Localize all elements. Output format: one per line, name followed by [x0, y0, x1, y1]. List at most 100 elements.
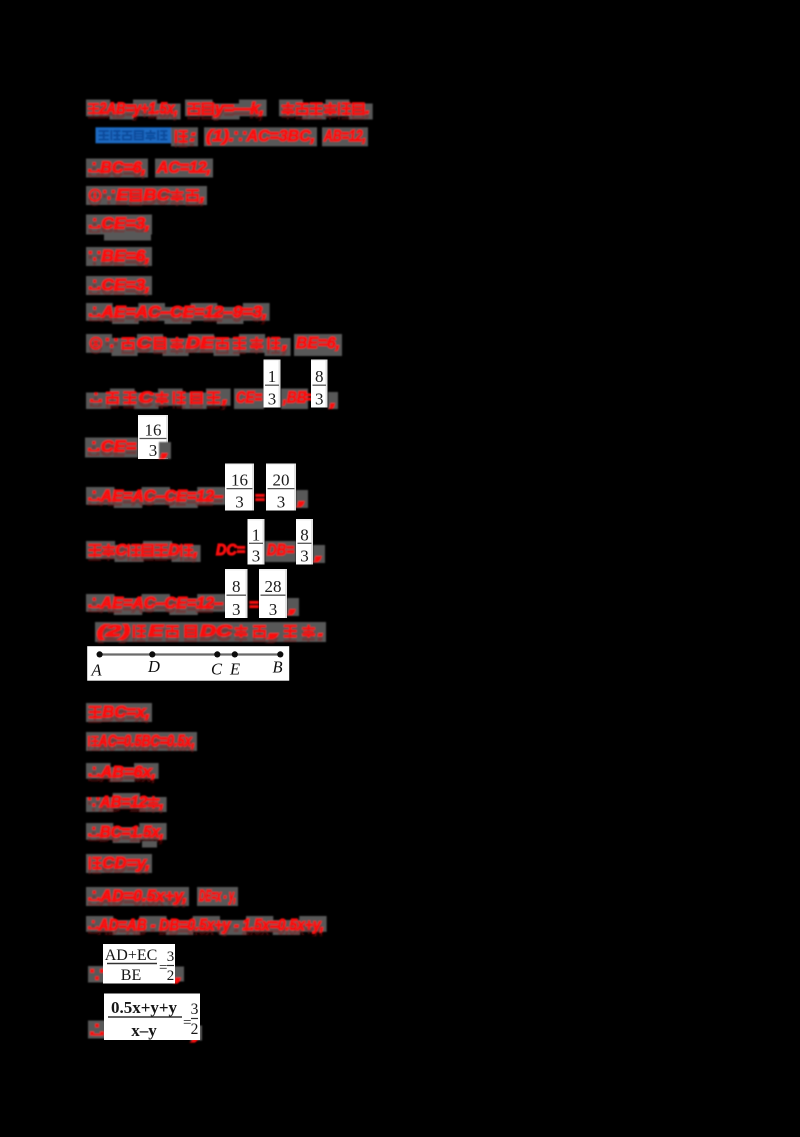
svg-text:BE=6,: BE=6, [101, 253, 150, 270]
svg-text:3: 3 [277, 493, 286, 512]
svg-text:CE=3,: CE=3, [101, 282, 150, 299]
svg-text:AE=AC–CE=12–9=3,: AE=AC–CE=12–9=3, [100, 304, 267, 321]
svg-text:=: = [249, 597, 258, 614]
svg-text:,: , [199, 192, 205, 209]
svg-text:CE=: CE= [101, 443, 136, 460]
svg-text:(2): (2) [97, 623, 130, 640]
svg-text:8: 8 [315, 367, 324, 386]
svg-text:DE: DE [186, 335, 216, 352]
svg-text:3: 3 [315, 390, 324, 409]
svg-text:.: . [365, 100, 370, 117]
svg-text:CD=y,: CD=y, [102, 855, 150, 872]
svg-text:BC: BC [143, 187, 170, 204]
svg-text:C: C [138, 394, 153, 411]
svg-text:,: , [159, 794, 164, 811]
svg-text:D: D [147, 657, 160, 676]
svg-text:x–y: x–y [131, 1021, 157, 1040]
svg-text:AE=AC–CE=12–: AE=AC–CE=12– [99, 488, 223, 505]
svg-text:DE: DE [185, 340, 215, 357]
svg-text:=: = [159, 960, 167, 976]
svg-text:8: 8 [300, 525, 309, 544]
svg-text::: : [189, 133, 196, 150]
svg-text:,: , [159, 443, 169, 460]
svg-text:AC=0.5BC=0.5x,: AC=0.5BC=0.5x, [98, 733, 195, 750]
svg-text:y=—k,: y=—k, [214, 100, 264, 117]
svg-text:AC=12,: AC=12, [156, 159, 211, 176]
svg-text:BC=1.5x,: BC=1.5x, [100, 829, 164, 846]
svg-text:BE=6,: BE=6, [296, 335, 340, 352]
svg-text:AB=6x,: AB=6x, [100, 764, 156, 781]
svg-text:BC=6,: BC=6, [100, 159, 146, 176]
svg-text:CE=: CE= [101, 438, 136, 455]
svg-text:DC=: DC= [216, 542, 245, 559]
svg-text:B: B [273, 658, 283, 677]
svg-text:,: , [199, 187, 205, 204]
svg-text:AD=0.5x+y,: AD=0.5x+y, [99, 893, 187, 910]
svg-text:E: E [149, 623, 166, 640]
svg-text:E: E [116, 187, 130, 204]
svg-text:BC: BC [143, 192, 170, 209]
svg-text:,: , [281, 335, 288, 352]
svg-text:E: E [229, 660, 240, 679]
svg-text:AB=12: AB=12 [99, 799, 147, 816]
svg-text:C: C [137, 340, 152, 357]
svg-text:3: 3 [235, 493, 244, 512]
svg-text:=: = [255, 490, 264, 507]
svg-text:=: = [303, 389, 312, 406]
svg-text:8: 8 [232, 577, 241, 596]
svg-text:E: E [148, 628, 165, 645]
svg-text:20: 20 [273, 471, 290, 490]
svg-text:,: , [221, 389, 228, 406]
svg-text:3: 3 [269, 600, 278, 619]
svg-text:DC: DC [200, 623, 232, 640]
svg-text:BE: BE [121, 967, 141, 984]
svg-text:3: 3 [252, 547, 261, 566]
svg-text:CE=3,: CE=3, [101, 215, 150, 232]
svg-text:AE=AC–CE=12–: AE=AC–CE=12– [99, 595, 223, 612]
svg-text:0.5x+y+y: 0.5x+y+y [111, 998, 178, 1017]
svg-text:AB=12: AB=12 [99, 794, 147, 811]
svg-text:CE=: CE= [236, 389, 262, 406]
svg-text:A: A [91, 661, 103, 680]
svg-text:C: C [115, 542, 127, 559]
svg-text:,: , [221, 394, 228, 411]
svg-text:AE=AC–CE=12–: AE=AC–CE=12– [99, 600, 223, 617]
svg-text:16: 16 [145, 421, 162, 440]
svg-text:2: 2 [191, 1021, 199, 1038]
svg-text:AC=3BC,: AC=3BC, [246, 128, 315, 145]
svg-text:,: , [192, 542, 198, 559]
svg-text:y=—k,: y=—k, [214, 105, 264, 122]
svg-text:C: C [138, 389, 153, 406]
svg-text:,BE: ,BE [282, 389, 307, 406]
svg-text:AB=12,: AB=12, [323, 128, 366, 145]
svg-text:,: , [296, 491, 306, 508]
svg-text:AD=AB - DB=0.5x+y - 1.5x=0.5x+: AD=AB - DB=0.5x+y - 1.5x=0.5x+y, [98, 917, 324, 934]
svg-text:,: , [313, 546, 323, 563]
svg-text:1: 1 [268, 367, 277, 386]
svg-text:,: , [266, 623, 281, 640]
svg-text:,: , [192, 547, 198, 564]
svg-text:(1).: (1). [206, 128, 234, 145]
svg-text:DE=x - y,: DE=x - y, [199, 888, 236, 905]
svg-text:BE=6,: BE=6, [101, 248, 150, 265]
svg-text::: : [190, 128, 197, 145]
svg-text:.: . [365, 105, 370, 122]
svg-text:3: 3 [232, 600, 241, 619]
svg-text:28: 28 [265, 577, 282, 596]
svg-text:,: , [281, 340, 288, 357]
svg-text:E: E [116, 192, 130, 209]
svg-text:,: , [159, 799, 164, 816]
svg-text:BC=6,: BC=6, [100, 164, 146, 181]
svg-text:C: C [211, 660, 223, 679]
svg-text:BC=x,: BC=x, [102, 709, 150, 726]
svg-text:CE=3,: CE=3, [101, 277, 150, 294]
svg-text:AB=6x,: AB=6x, [99, 769, 155, 786]
svg-text:.: . [318, 628, 324, 645]
svg-text:(2): (2) [97, 628, 130, 645]
svg-text:AD=AB - DB=0.5x+y - 1.5x=0.5x+: AD=AB - DB=0.5x+y - 1.5x=0.5x+y, [98, 922, 324, 939]
svg-text:AD=0.5x+y,: AD=0.5x+y, [99, 888, 187, 905]
svg-text:3: 3 [268, 390, 277, 409]
svg-text:AE=AC–CE=12–: AE=AC–CE=12– [99, 493, 223, 510]
svg-text:2AB=y+1.5x,: 2AB=y+1.5x, [98, 100, 178, 117]
svg-text:,: , [266, 628, 281, 645]
